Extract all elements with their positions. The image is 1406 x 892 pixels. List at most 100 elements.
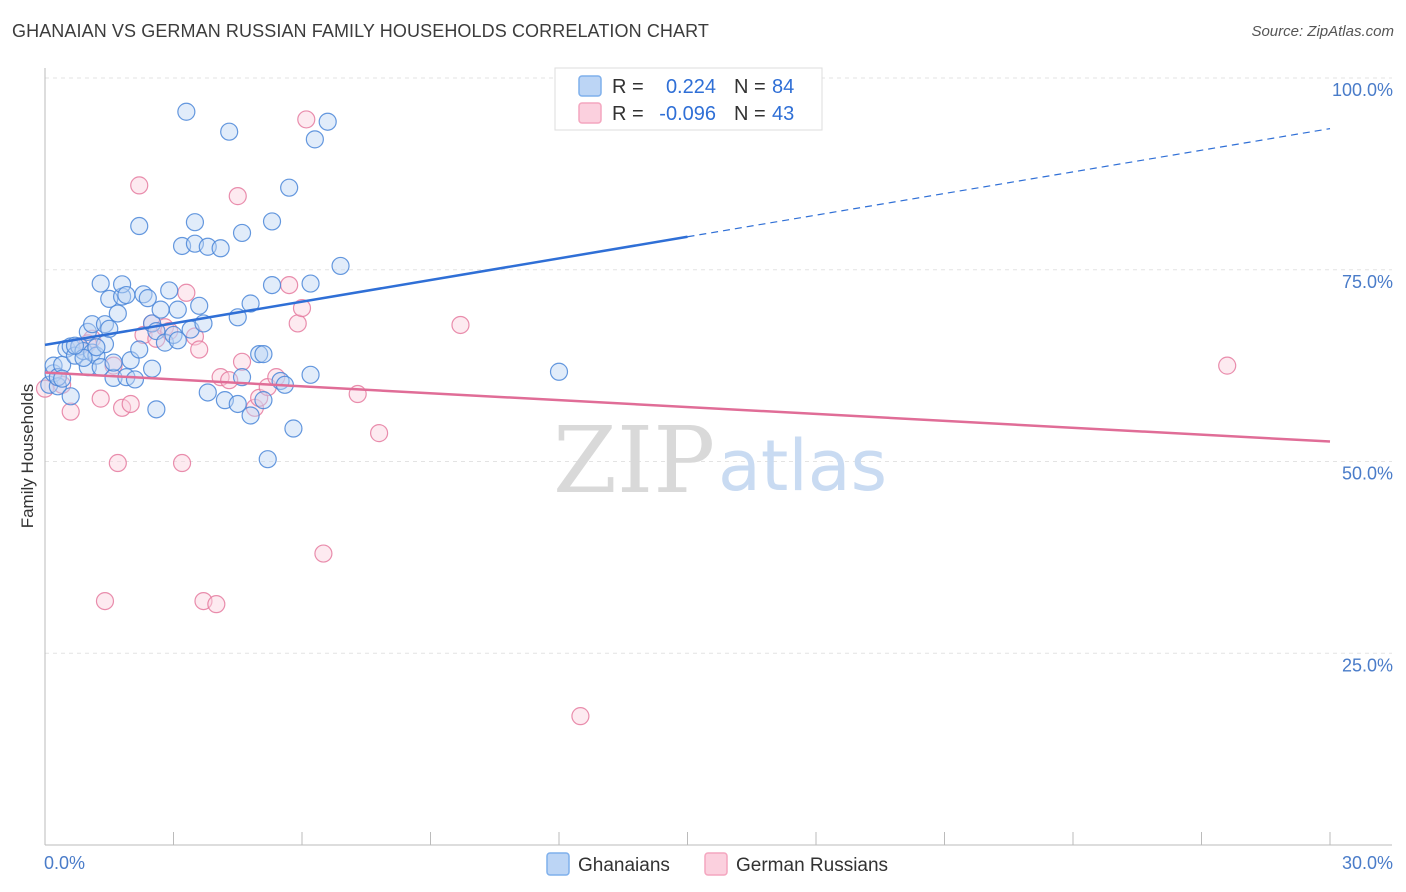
legend-box: R = 0.224 N = 84 R = -0.096 N = 43: [554, 67, 823, 131]
point-ghanaians: [177, 102, 196, 121]
point-german-russians: [130, 176, 149, 195]
trend-line-ghanaians-extension: [687, 128, 1331, 238]
point-german-russians: [108, 453, 127, 473]
point-german-russians: [292, 299, 312, 318]
point-german-russians: [297, 110, 316, 129]
point-ghanaians: [241, 294, 260, 313]
point-ghanaians: [305, 130, 324, 149]
point-ghanaians: [151, 300, 170, 319]
bottom-legend-swatch-german-russians: [704, 852, 728, 876]
y-tick-labels: 25.0% 50.0% 75.0% 100.0%: [1332, 80, 1393, 675]
watermark-atlas: atlas: [718, 425, 887, 507]
point-german-russians: [95, 591, 115, 611]
point-german-russians: [207, 595, 226, 614]
point-german-russians: [190, 340, 209, 359]
point-ghanaians: [168, 300, 187, 319]
bottom-legend-swatch-ghanaians: [546, 852, 570, 876]
point-ghanaians: [117, 285, 136, 305]
point-ghanaians: [190, 296, 209, 315]
y-tick-label: 75.0%: [1342, 272, 1393, 292]
point-german-russians: [232, 352, 252, 371]
point-german-russians: [177, 283, 196, 302]
point-german-russians: [370, 424, 389, 443]
point-ghanaians: [258, 450, 277, 469]
point-ghanaians: [250, 345, 269, 364]
gridlines: [45, 77, 1392, 654]
point-ghanaians: [168, 331, 187, 350]
point-ghanaians: [104, 353, 123, 372]
point-ghanaians: [108, 304, 127, 323]
y-tick-label: 25.0%: [1342, 655, 1393, 675]
watermark: ZIP atlas: [553, 407, 887, 514]
point-ghanaians: [318, 112, 337, 131]
point-ghanaians: [301, 365, 320, 384]
point-german-russians: [112, 398, 132, 417]
point-ghanaians: [83, 315, 102, 334]
point-ghanaians: [284, 419, 303, 438]
bottom-legend: Ghanaians German Russians: [546, 852, 888, 876]
point-ghanaians: [61, 387, 80, 406]
legend-swatch-german-russians: [578, 102, 602, 124]
point-ghanaians: [254, 391, 273, 410]
x-tick-label-min: 0.0%: [44, 853, 85, 873]
point-german-russians: [172, 453, 192, 473]
legend-n-label-1: N =: [734, 76, 766, 98]
watermark-zip: ZIP: [553, 407, 715, 514]
legend-n-value-2: 43: [772, 103, 794, 125]
point-ghanaians: [198, 383, 217, 402]
point-ghanaians: [185, 213, 205, 232]
point-ghanaians: [241, 406, 260, 425]
legend-n-label-2: N =: [734, 103, 766, 125]
point-german-russians: [280, 275, 299, 295]
point-ghanaians: [87, 338, 106, 357]
legend-swatch-ghanaians: [578, 75, 602, 97]
legend-r-value-1: 0.224: [666, 76, 716, 98]
series-ghanaians-points: [40, 102, 569, 469]
point-ghanaians: [232, 223, 252, 243]
y-tick-label: 50.0%: [1342, 464, 1393, 484]
point-german-russians: [1218, 356, 1237, 375]
point-german-russians: [571, 707, 590, 726]
point-ghanaians: [125, 370, 145, 389]
x-axis-ticks: [44, 832, 1331, 845]
point-ghanaians: [160, 281, 179, 300]
point-ghanaians: [262, 275, 282, 295]
point-ghanaians: [130, 340, 149, 359]
point-german-russians: [288, 314, 307, 333]
point-ghanaians: [138, 289, 157, 308]
point-ghanaians: [91, 274, 110, 293]
x-tick-label-max: 30.0%: [1342, 853, 1393, 873]
trend-line-ghanaians: [44, 235, 688, 347]
point-ghanaians: [112, 275, 132, 294]
legend-r-label-2: R =: [612, 103, 644, 125]
point-german-russians: [61, 402, 80, 421]
point-ghanaians: [147, 400, 166, 419]
legend-r-value-2: -0.096: [659, 103, 716, 125]
point-ghanaians: [331, 256, 350, 276]
trend-line-german-russians: [44, 371, 1331, 443]
point-ghanaians: [142, 359, 162, 378]
point-german-russians: [314, 544, 333, 563]
point-ghanaians: [220, 122, 239, 141]
chart-title: GHANAIAN VS GERMAN RUSSIAN FAMILY HOUSEH…: [12, 21, 709, 41]
point-german-russians: [451, 315, 470, 335]
legend-n-value-1: 84: [772, 76, 794, 98]
y-axis-label: Family Households: [18, 384, 37, 529]
point-ghanaians: [211, 239, 230, 258]
bottom-legend-label-ghanaians: Ghanaians: [578, 855, 670, 876]
source-label: Source: ZipAtlas.com: [1251, 23, 1394, 40]
point-ghanaians: [301, 274, 320, 293]
point-german-russians: [91, 389, 110, 408]
point-german-russians: [121, 394, 140, 414]
trend-lines: [44, 128, 1331, 443]
point-ghanaians: [228, 394, 247, 414]
bottom-legend-label-german-russians: German Russians: [736, 855, 888, 876]
point-ghanaians: [130, 216, 149, 236]
point-ghanaians: [232, 368, 252, 387]
point-ghanaians: [74, 348, 93, 368]
point-ghanaians: [262, 212, 282, 231]
point-german-russians: [228, 187, 247, 206]
y-tick-label: 100.0%: [1332, 80, 1393, 100]
point-ghanaians: [280, 178, 299, 197]
